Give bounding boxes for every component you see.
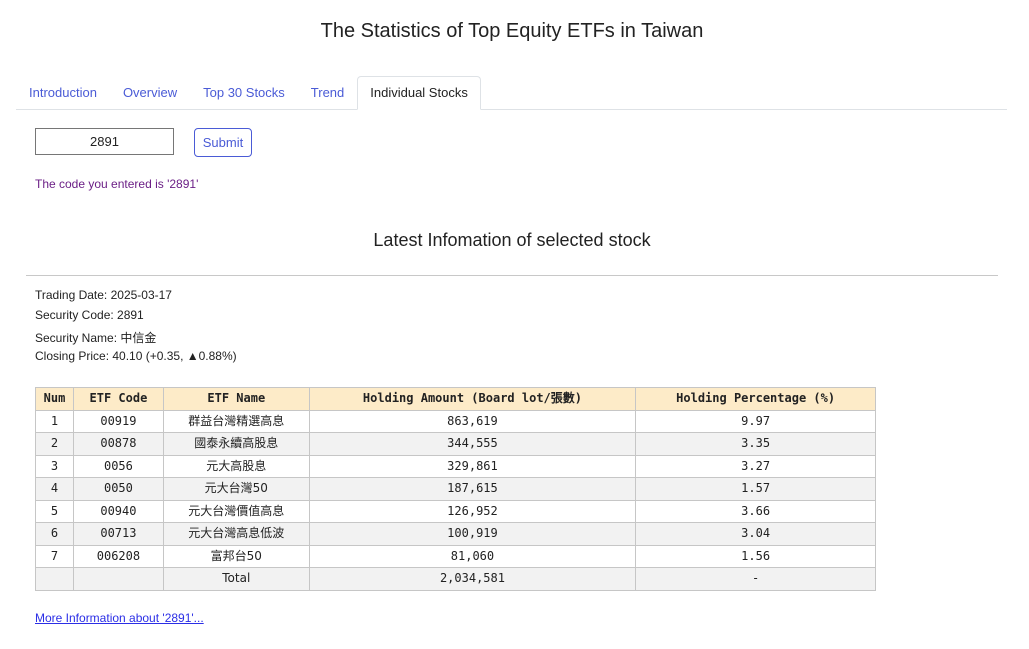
section-title: Latest Infomation of selected stock: [373, 230, 651, 250]
holding-percentage-cell: 3.27: [635, 454, 876, 478]
table-row: 7 006208 富邦台50 81,060 1.56: [35, 544, 876, 568]
num-cell: [35, 567, 74, 591]
table-row: 4 0050 元大台灣50 187,615 1.57: [35, 477, 876, 501]
holding-percentage-cell: 1.56: [635, 544, 876, 568]
etf-code-cell: 00940: [72, 499, 164, 523]
num-cell: 5: [35, 499, 74, 523]
tab-bar: Introduction Overview Top 30 Stocks Tren…: [16, 76, 1007, 110]
etf-code-cell: 0050: [72, 477, 164, 501]
holding-amount-cell: 187,615: [308, 477, 637, 501]
holding-percentage-cell: 3.66: [635, 499, 876, 523]
holding-amount-cell: 100,919: [308, 522, 637, 546]
holding-amount-cell: 126,952: [308, 499, 637, 523]
etf-name-cell: 元大台灣高息低波: [162, 522, 310, 546]
header-etf-name: ETF Name: [162, 387, 310, 411]
etf-name-cell: 元大台灣價值高息: [162, 499, 310, 523]
tab-overview[interactable]: Overview: [122, 85, 178, 100]
table-row: 2 00878 國泰永續高股息 344,555 3.35: [35, 432, 876, 456]
etf-name-cell: 國泰永續高股息: [162, 432, 310, 456]
stock-code-input[interactable]: [35, 128, 174, 155]
etf-name-cell: 元大高股息: [162, 454, 310, 478]
tab-introduction[interactable]: Introduction: [29, 85, 97, 100]
more-information-link[interactable]: More Information about '2891'...: [35, 611, 204, 625]
tab-top-30-stocks[interactable]: Top 30 Stocks: [203, 85, 285, 100]
etf-name-cell: Total: [162, 567, 310, 591]
divider: [26, 275, 998, 276]
security-name: Security Name: 中信金: [35, 331, 157, 345]
header-num: Num: [35, 387, 74, 411]
etf-code-cell: 00919: [72, 409, 164, 433]
holding-percentage-cell: 9.97: [635, 409, 876, 433]
tab-individual-stocks[interactable]: Individual Stocks: [357, 76, 481, 110]
holding-amount-cell: 2,034,581: [308, 567, 637, 591]
table-header-row: Num ETF Code ETF Name Holding Amount (Bo…: [35, 387, 876, 411]
holding-amount-cell: 81,060: [308, 544, 637, 568]
page-title: The Statistics of Top Equity ETFs in Tai…: [320, 20, 704, 42]
etf-code-cell: 0056: [72, 454, 164, 478]
holding-amount-cell: 863,619: [308, 409, 637, 433]
table-row: 5 00940 元大台灣價值高息 126,952 3.66: [35, 499, 876, 523]
etf-code-cell: 006208: [72, 544, 164, 568]
num-cell: 6: [35, 522, 74, 546]
table-row: 1 00919 群益台灣精選高息 863,619 9.97: [35, 409, 876, 433]
num-cell: 3: [35, 454, 74, 478]
security-code: Security Code: 2891: [35, 308, 144, 322]
header-holding-percentage: Holding Percentage (%): [635, 387, 876, 411]
num-cell: 7: [35, 544, 74, 568]
table-row: 6 00713 元大台灣高息低波 100,919 3.04: [35, 522, 876, 546]
table-row: 3 0056 元大高股息 329,861 3.27: [35, 454, 876, 478]
etf-code-cell: [72, 567, 164, 591]
holding-percentage-cell: 3.04: [635, 522, 876, 546]
holding-amount-cell: 329,861: [308, 454, 637, 478]
header-holding-amount: Holding Amount (Board lot/張數): [308, 387, 637, 411]
holding-amount-cell: 344,555: [308, 432, 637, 456]
entered-code-message: The code you entered is '2891': [35, 177, 199, 191]
etf-code-cell: 00713: [72, 522, 164, 546]
etf-name-cell: 群益台灣精選高息: [162, 409, 310, 433]
holdings-table: Num ETF Code ETF Name Holding Amount (Bo…: [35, 387, 876, 591]
holding-percentage-cell: -: [635, 567, 876, 591]
header-etf-code: ETF Code: [72, 387, 164, 411]
etf-name-cell: 元大台灣50: [162, 477, 310, 501]
closing-price: Closing Price: 40.10 (+0.35, ▲0.88%): [35, 349, 237, 363]
num-cell: 4: [35, 477, 74, 501]
num-cell: 1: [35, 409, 74, 433]
etf-name-cell: 富邦台50: [162, 544, 310, 568]
tab-trend[interactable]: Trend: [310, 85, 345, 100]
submit-button[interactable]: Submit: [194, 128, 252, 157]
trading-date: Trading Date: 2025-03-17: [35, 288, 172, 302]
holding-percentage-cell: 1.57: [635, 477, 876, 501]
total-row: Total 2,034,581-: [35, 567, 876, 591]
holding-percentage-cell: 3.35: [635, 432, 876, 456]
num-cell: 2: [35, 432, 74, 456]
etf-code-cell: 00878: [72, 432, 164, 456]
